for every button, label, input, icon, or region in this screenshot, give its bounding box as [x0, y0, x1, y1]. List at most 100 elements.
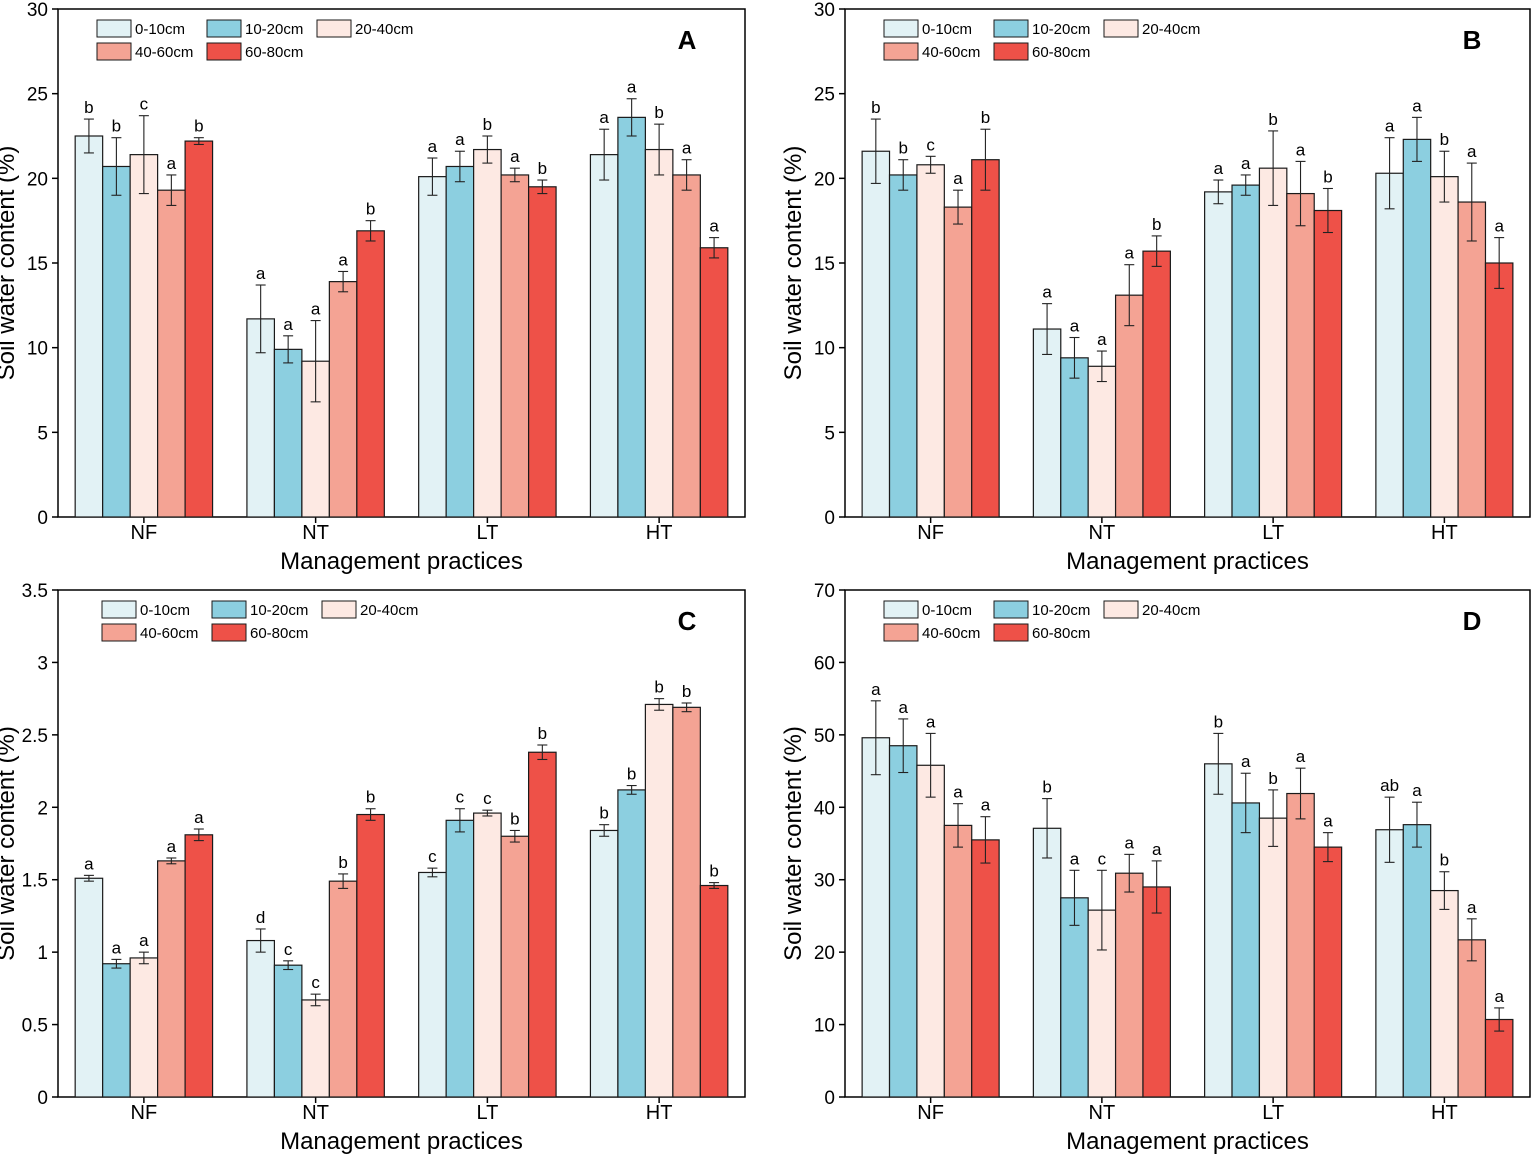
legend-label: 40-60cm [140, 625, 198, 642]
y-tick-label: 3.5 [22, 581, 48, 602]
significance-letter: a [926, 712, 936, 731]
significance-letter: b [981, 108, 990, 127]
bar [473, 148, 502, 518]
significance-letter: a [953, 783, 963, 802]
y-tick-label: 1 [37, 943, 48, 964]
significance-letter: a [1070, 849, 1080, 868]
significance-letter: c [1098, 849, 1107, 868]
significance-letter: a [1467, 142, 1477, 161]
bar [943, 206, 973, 518]
legend-label: 40-60cm [922, 44, 980, 61]
y-tick-label: 20 [27, 169, 48, 190]
bar [445, 819, 475, 1098]
x-category-label: LT [476, 522, 498, 544]
legend-label: 60-80cm [1032, 44, 1090, 61]
significance-letter: a [627, 78, 637, 97]
legend-label: 10-20cm [245, 21, 303, 38]
y-tick-label: 25 [814, 85, 835, 106]
bar [1032, 328, 1062, 518]
x-axis-title: Management practices [1066, 1128, 1309, 1154]
bar [971, 159, 1000, 518]
legend: 0-10cm 10-20cm 20-40cm 40-60cm 60-80cm [883, 19, 1200, 61]
y-tick-label: 0 [37, 1088, 48, 1109]
significance-letter: b [1268, 769, 1277, 788]
significance-letter: a [428, 137, 438, 156]
legend-swatch [993, 19, 1029, 38]
legend-swatch [101, 623, 137, 642]
y-tick-label: 0.5 [22, 1016, 48, 1037]
significance-letter: a [1296, 140, 1306, 159]
bar [1375, 172, 1404, 518]
significance-letter: a [1296, 747, 1306, 766]
significance-letter: a [510, 147, 520, 166]
significance-letter: a [981, 796, 991, 815]
legend-swatch [993, 623, 1029, 642]
legend-swatch [1103, 600, 1139, 619]
bar [1313, 846, 1343, 1098]
y-tick-label: 0 [37, 508, 48, 529]
significance-letter: b [366, 788, 375, 807]
legend-swatch [883, 19, 919, 38]
significance-letter: a [871, 680, 881, 699]
bar [1484, 1018, 1514, 1098]
significance-letter: b [1042, 778, 1051, 797]
legend-swatch [993, 600, 1029, 619]
y-tick-label: 0 [824, 508, 835, 529]
bar [527, 751, 557, 1098]
y-tick-label: 40 [814, 798, 835, 819]
significance-letter: a [1070, 317, 1080, 336]
bar [589, 154, 619, 518]
significance-letter: b [366, 200, 375, 219]
legend-swatch [211, 600, 247, 619]
significance-letter: a [338, 250, 348, 269]
legend-swatch [883, 600, 919, 619]
significance-letter: c [140, 95, 149, 114]
significance-letter: b [112, 117, 121, 136]
x-category-label: NT [1089, 1102, 1116, 1124]
y-tick-label: 0 [824, 1088, 835, 1109]
legend-swatch [206, 19, 242, 38]
x-category-label: LT [476, 1102, 498, 1124]
bar [888, 745, 918, 1098]
significance-letter: a [1125, 244, 1135, 263]
significance-letter: a [1097, 330, 1107, 349]
y-tick-label: 2.5 [22, 726, 48, 747]
legend-swatch [206, 42, 242, 61]
bar [1087, 365, 1117, 518]
y-tick-label: 70 [814, 581, 835, 602]
y-axis-title: Soil water content (%) [0, 726, 20, 961]
bar [500, 174, 530, 518]
bar [1430, 889, 1459, 1098]
legend-label: 10-20cm [1032, 602, 1090, 619]
x-category-label: HT [646, 522, 673, 544]
legend: 0-10cm 10-20cm 20-40cm 40-60cm 60-80cm [101, 600, 418, 642]
significance-letter: a [898, 698, 908, 717]
significance-letter: b [538, 159, 547, 178]
y-tick-label: 10 [27, 339, 48, 360]
bar [1258, 167, 1288, 518]
bar [356, 230, 385, 518]
y-tick-label: 25 [27, 85, 48, 106]
bar [129, 154, 159, 518]
y-tick-label: 60 [814, 653, 835, 674]
bar [1457, 201, 1487, 518]
bar [273, 964, 303, 1098]
y-tick-label: 10 [814, 339, 835, 360]
legend-label: 20-40cm [1142, 21, 1200, 38]
bar [644, 703, 674, 1098]
significance-letter: c [456, 788, 465, 807]
significance-letter: a [194, 808, 204, 827]
significance-letter: a [1241, 752, 1251, 771]
legend-label: 20-40cm [355, 21, 413, 38]
significance-letter: a [311, 300, 321, 319]
bar [1258, 817, 1288, 1098]
x-axis-title: Management practices [280, 548, 523, 575]
y-tick-label: 30 [814, 871, 835, 892]
significance-letter: b [1440, 130, 1449, 149]
y-tick-label: 5 [37, 423, 48, 444]
legend-label: 0-10cm [140, 602, 190, 619]
bar [1231, 802, 1261, 1098]
significance-letter: a [682, 139, 692, 158]
plot-frame [57, 589, 746, 1098]
